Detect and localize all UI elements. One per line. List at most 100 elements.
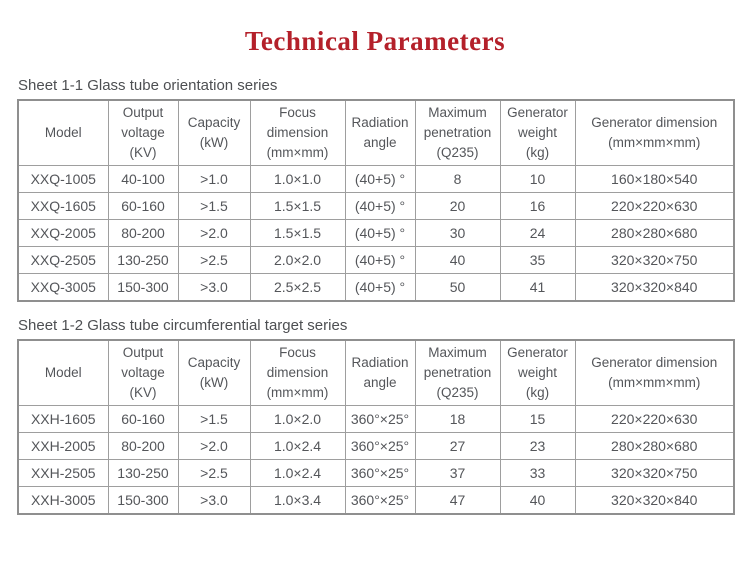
column-header: Maximum penetration (Q235) xyxy=(414,339,501,406)
table-cell: 1.0×2.4 xyxy=(249,432,346,460)
table-cell: 1.0×1.0 xyxy=(249,165,346,193)
table-cell: 10 xyxy=(499,165,576,193)
table-cell: 2.5×2.5 xyxy=(249,273,346,302)
table-cell: 220×220×630 xyxy=(574,192,735,220)
sheet-1-1-caption: Sheet 1-1 Glass tube orientation series xyxy=(18,77,278,94)
column-header: Generator weight (kg) xyxy=(499,99,576,166)
table-cell: (40+5) ° xyxy=(344,246,416,274)
column-header: Maximum penetration (Q235) xyxy=(414,99,501,166)
table-cell: (40+5) ° xyxy=(344,273,416,302)
table-cell: >1.5 xyxy=(177,405,251,433)
table-cell: 1.5×1.5 xyxy=(249,192,346,220)
table-cell: 15 xyxy=(499,405,576,433)
table-cell: 8 xyxy=(414,165,501,193)
table-cell: >2.0 xyxy=(177,219,251,247)
table-cell: 30 xyxy=(414,219,501,247)
column-header: Output voltage (KV) xyxy=(107,99,179,166)
table-cell: XXQ-3005 xyxy=(17,273,109,302)
column-header: Radiation angle xyxy=(344,99,416,166)
column-header: Radiation angle xyxy=(344,339,416,406)
table-cell: 47 xyxy=(414,486,501,515)
table-cell: (40+5) ° xyxy=(344,219,416,247)
table-row: XXH-2005 80-200 >2.0 1.0×2.4 360°×25° 27 23 280… xyxy=(17,432,735,460)
column-header: Focus dimension (mm×mm) xyxy=(249,339,346,406)
table-cell: 320×320×750 xyxy=(574,246,735,274)
table-cell: 60-160 xyxy=(107,192,179,220)
table-cell: 1.0×2.0 xyxy=(249,405,346,433)
table-cell: 320×320×840 xyxy=(574,273,735,302)
table-cell: 60-160 xyxy=(107,405,179,433)
table-cell: (40+5) ° xyxy=(344,165,416,193)
table-cell: 130-250 xyxy=(107,246,179,274)
table-cell: 40 xyxy=(414,246,501,274)
table-cell: 37 xyxy=(414,459,501,487)
table-cell: XXH-2005 xyxy=(17,432,109,460)
table-cell: 360°×25° xyxy=(344,459,416,487)
table-cell: 24 xyxy=(499,219,576,247)
column-header: Capacity (kW) xyxy=(177,99,251,166)
column-header: Model xyxy=(17,339,109,406)
table-cell: 18 xyxy=(414,405,501,433)
table-cell: XXQ-1005 xyxy=(17,165,109,193)
table-row: XXH-2505 130-250 >2.5 1.0×2.4 360°×25° 37 33 32… xyxy=(17,459,735,487)
table-cell: XXQ-2505 xyxy=(17,246,109,274)
table-cell: 360°×25° xyxy=(344,486,416,515)
table-cell: >2.5 xyxy=(177,459,251,487)
table-cell: 33 xyxy=(499,459,576,487)
table-cell: 27 xyxy=(414,432,501,460)
table-cell: 150-300 xyxy=(107,273,179,302)
table-cell: 40 xyxy=(499,486,576,515)
table-cell: >3.0 xyxy=(177,486,251,515)
table-cell: >1.0 xyxy=(177,165,251,193)
table-cell: >3.0 xyxy=(177,273,251,302)
table-cell: 280×280×680 xyxy=(574,219,735,247)
table-cell: 280×280×680 xyxy=(574,432,735,460)
header-row: Model Output voltage (KV) Capacity (kW) Foc… xyxy=(17,339,735,406)
table-row: XXQ-1005 40-100 >1.0 1.0×1.0 (40+5) ° 8 10 160×… xyxy=(17,165,735,193)
table-row: XXH-3005 150-300 >3.0 1.0×3.4 360°×25° 47 40 32… xyxy=(17,486,735,515)
table-cell: XXH-2505 xyxy=(17,459,109,487)
column-header: Generator dimension (mm×mm×mm) xyxy=(574,99,735,166)
table-cell: 360°×25° xyxy=(344,405,416,433)
table-cell: 80-200 xyxy=(107,432,179,460)
glass-tube-circumferential-table: Model Output voltage (KV) Capacity (kW) Foc… xyxy=(17,339,735,515)
table-cell: 220×220×630 xyxy=(574,405,735,433)
column-header: Capacity (kW) xyxy=(177,339,251,406)
table-row: XXH-1605 60-160 >1.5 1.0×2.0 360°×25° 18 15 220… xyxy=(17,405,735,433)
column-header: Generator dimension (mm×mm×mm) xyxy=(574,339,735,406)
table-cell: 50 xyxy=(414,273,501,302)
table-cell: 1.5×1.5 xyxy=(249,219,346,247)
table-cell: 40-100 xyxy=(107,165,179,193)
column-header: Focus dimension (mm×mm) xyxy=(249,99,346,166)
table-cell: XXQ-2005 xyxy=(17,219,109,247)
table-cell: 320×320×840 xyxy=(574,486,735,515)
table-cell: >2.0 xyxy=(177,432,251,460)
header-row: Model Output voltage (KV) Capacity (kW) Foc… xyxy=(17,99,735,166)
glass-tube-orientation-table: Model Output voltage (KV) Capacity (kW) Foc… xyxy=(17,99,735,302)
table-cell: 130-250 xyxy=(107,459,179,487)
table-cell: 160×180×540 xyxy=(574,165,735,193)
table-cell: 41 xyxy=(499,273,576,302)
table-cell: 23 xyxy=(499,432,576,460)
table-cell: 35 xyxy=(499,246,576,274)
table-cell: 20 xyxy=(414,192,501,220)
table-row: XXQ-1605 60-160 >1.5 1.5×1.5 (40+5) ° 20 16 220… xyxy=(17,192,735,220)
table-cell: 150-300 xyxy=(107,486,179,515)
table-cell: 16 xyxy=(499,192,576,220)
column-header: Generator weight (kg) xyxy=(499,339,576,406)
table-cell: 360°×25° xyxy=(344,432,416,460)
column-header: Model xyxy=(17,99,109,166)
table-cell: 1.0×2.4 xyxy=(249,459,346,487)
table-cell: 2.0×2.0 xyxy=(249,246,346,274)
sheet-1-2-caption: Sheet 1-2 Glass tube circumferential tar… xyxy=(18,317,348,334)
table-row: XXQ-3005 150-300 >3.0 2.5×2.5 (40+5) ° 50 41 32… xyxy=(17,273,735,302)
column-header: Output voltage (KV) xyxy=(107,339,179,406)
table-cell: >1.5 xyxy=(177,192,251,220)
table-cell: 320×320×750 xyxy=(574,459,735,487)
table-cell: 80-200 xyxy=(107,219,179,247)
table-cell: XXH-1605 xyxy=(17,405,109,433)
table-cell: >2.5 xyxy=(177,246,251,274)
table-cell: 1.0×3.4 xyxy=(249,486,346,515)
table-cell: XXH-3005 xyxy=(17,486,109,515)
table-row: XXQ-2005 80-200 >2.0 1.5×1.5 (40+5) ° 30 24 280… xyxy=(17,219,735,247)
